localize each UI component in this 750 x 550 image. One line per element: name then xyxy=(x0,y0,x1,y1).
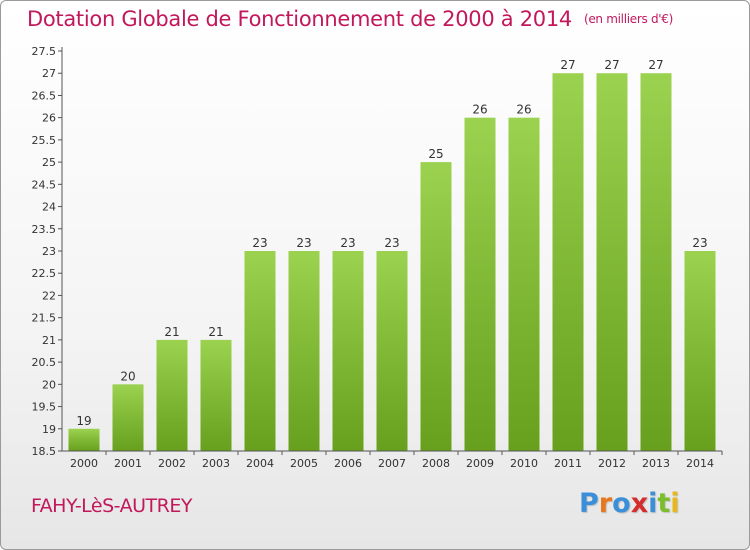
x-tick-label: 2000 xyxy=(70,457,98,470)
bar xyxy=(288,251,320,451)
y-tick-label: 22.5 xyxy=(32,267,57,280)
data-label: 19 xyxy=(76,414,91,428)
y-tick-label: 27 xyxy=(42,67,56,80)
data-label: 23 xyxy=(252,236,267,250)
chart-title-text: Dotation Globale de Fonctionnement de 20… xyxy=(27,7,572,31)
bar xyxy=(508,117,540,452)
y-tick-label: 23 xyxy=(42,245,56,258)
x-tick-label: 2007 xyxy=(378,457,406,470)
unit-label: (en milliers d'€) xyxy=(583,12,673,26)
data-label: 21 xyxy=(208,325,223,339)
bar xyxy=(200,339,232,451)
bar xyxy=(156,339,188,451)
y-tick-label: 26 xyxy=(42,112,56,125)
commune-name: FAHY-LèS-AUTREY xyxy=(31,495,192,517)
y-tick-label: 21.5 xyxy=(32,312,57,325)
data-label: 23 xyxy=(692,236,707,250)
x-tick-label: 2003 xyxy=(202,457,230,470)
logo-letter: r xyxy=(598,488,613,519)
y-tick-label: 24 xyxy=(42,201,56,214)
y-tick-label: 24.5 xyxy=(32,178,57,191)
bar xyxy=(596,73,628,451)
x-tick-label: 2001 xyxy=(114,457,142,470)
x-tick-label: 2004 xyxy=(246,457,274,470)
proxiti-logo: Proxiti xyxy=(579,488,680,519)
logo-letter: t xyxy=(657,488,671,519)
y-tick-label: 20 xyxy=(42,378,56,391)
x-tick-label: 2008 xyxy=(422,457,450,470)
y-tick-label: 22 xyxy=(42,289,56,302)
bar xyxy=(464,117,496,452)
y-tick-label: 18.5 xyxy=(32,445,57,458)
x-tick-label: 2010 xyxy=(510,457,538,470)
data-label: 26 xyxy=(472,103,487,117)
logo-letter: P xyxy=(579,488,599,519)
y-tick-label: 19.5 xyxy=(32,401,57,414)
data-label: 21 xyxy=(164,325,179,339)
x-tick-label: 2002 xyxy=(158,457,186,470)
y-tick-label: 25.5 xyxy=(32,134,57,147)
bar xyxy=(552,73,584,451)
bar xyxy=(684,251,716,451)
bar xyxy=(68,428,100,451)
data-label: 23 xyxy=(384,236,399,250)
bar xyxy=(332,251,364,451)
x-tick-label: 2013 xyxy=(642,457,670,470)
chart-title: Dotation Globale de Fonctionnement de 20… xyxy=(27,7,673,31)
bar xyxy=(640,73,672,451)
y-tick-label: 26.5 xyxy=(32,89,57,102)
data-label: 26 xyxy=(516,103,531,117)
bar xyxy=(376,251,408,451)
data-label: 27 xyxy=(604,58,619,72)
data-label: 27 xyxy=(560,58,575,72)
y-tick-label: 25 xyxy=(42,156,56,169)
x-tick-label: 2011 xyxy=(554,457,582,470)
logo-letter: o xyxy=(612,488,631,519)
logo-letter: i xyxy=(670,488,680,519)
bar xyxy=(420,162,452,451)
data-label: 27 xyxy=(648,58,663,72)
logo-letter: x xyxy=(630,488,649,519)
y-tick-label: 21 xyxy=(42,334,56,347)
y-tick-label: 20.5 xyxy=(32,356,57,369)
y-tick-label: 19 xyxy=(42,423,56,436)
x-tick-label: 2006 xyxy=(334,457,362,470)
x-tick-label: 2005 xyxy=(290,457,318,470)
data-label: 20 xyxy=(120,369,135,383)
bar xyxy=(112,384,144,451)
data-label: 25 xyxy=(428,147,443,161)
y-tick-label: 23.5 xyxy=(32,223,57,236)
logo-letter: i xyxy=(648,488,658,519)
y-tick-label: 27.5 xyxy=(32,45,57,58)
data-label: 23 xyxy=(296,236,311,250)
data-label: 23 xyxy=(340,236,355,250)
x-tick-label: 2012 xyxy=(598,457,626,470)
x-tick-label: 2009 xyxy=(466,457,494,470)
bar xyxy=(244,251,276,451)
x-tick-label: 2014 xyxy=(686,457,714,470)
